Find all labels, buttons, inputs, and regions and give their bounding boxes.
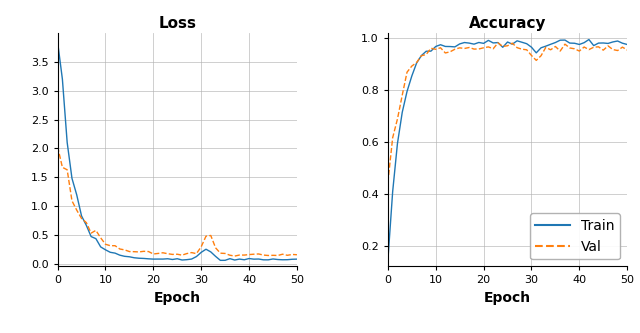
Train <box>556 38 564 42</box>
Train <box>231 258 239 262</box>
Title: Loss: Loss <box>158 16 196 31</box>
Val <box>54 145 61 149</box>
Val <box>226 253 234 257</box>
Train <box>216 258 224 262</box>
Train <box>384 258 392 262</box>
X-axis label: Epoch: Epoch <box>154 291 201 305</box>
Train <box>456 42 463 46</box>
Train <box>212 254 220 258</box>
Val <box>461 47 468 51</box>
Train <box>131 256 138 260</box>
Train <box>288 257 296 261</box>
Train <box>461 41 468 45</box>
Line: Val: Val <box>388 43 627 182</box>
Line: Val: Val <box>58 147 297 256</box>
Train <box>542 44 550 48</box>
Train <box>585 38 593 42</box>
X-axis label: Epoch: Epoch <box>484 291 531 305</box>
Val <box>293 253 301 257</box>
Train <box>125 255 133 259</box>
Val <box>131 250 138 254</box>
Val <box>494 41 502 45</box>
Train <box>54 40 61 44</box>
Train <box>436 43 444 47</box>
Train <box>623 43 631 47</box>
Legend: Train, Val: Train, Val <box>530 213 620 259</box>
Line: Train: Train <box>388 40 627 260</box>
Val <box>125 249 133 253</box>
Val <box>436 46 444 50</box>
Line: Train: Train <box>58 42 297 260</box>
Val <box>106 244 114 248</box>
Val <box>456 46 463 50</box>
Title: Accuracy: Accuracy <box>468 16 547 31</box>
Val <box>212 246 220 250</box>
Val <box>231 254 239 258</box>
Val <box>619 45 627 49</box>
Train <box>293 257 301 261</box>
Val <box>547 48 554 52</box>
Train <box>106 250 114 254</box>
Val <box>623 48 631 52</box>
Train <box>619 41 627 45</box>
Val <box>561 42 569 46</box>
Val <box>384 180 392 184</box>
Val <box>288 252 296 256</box>
